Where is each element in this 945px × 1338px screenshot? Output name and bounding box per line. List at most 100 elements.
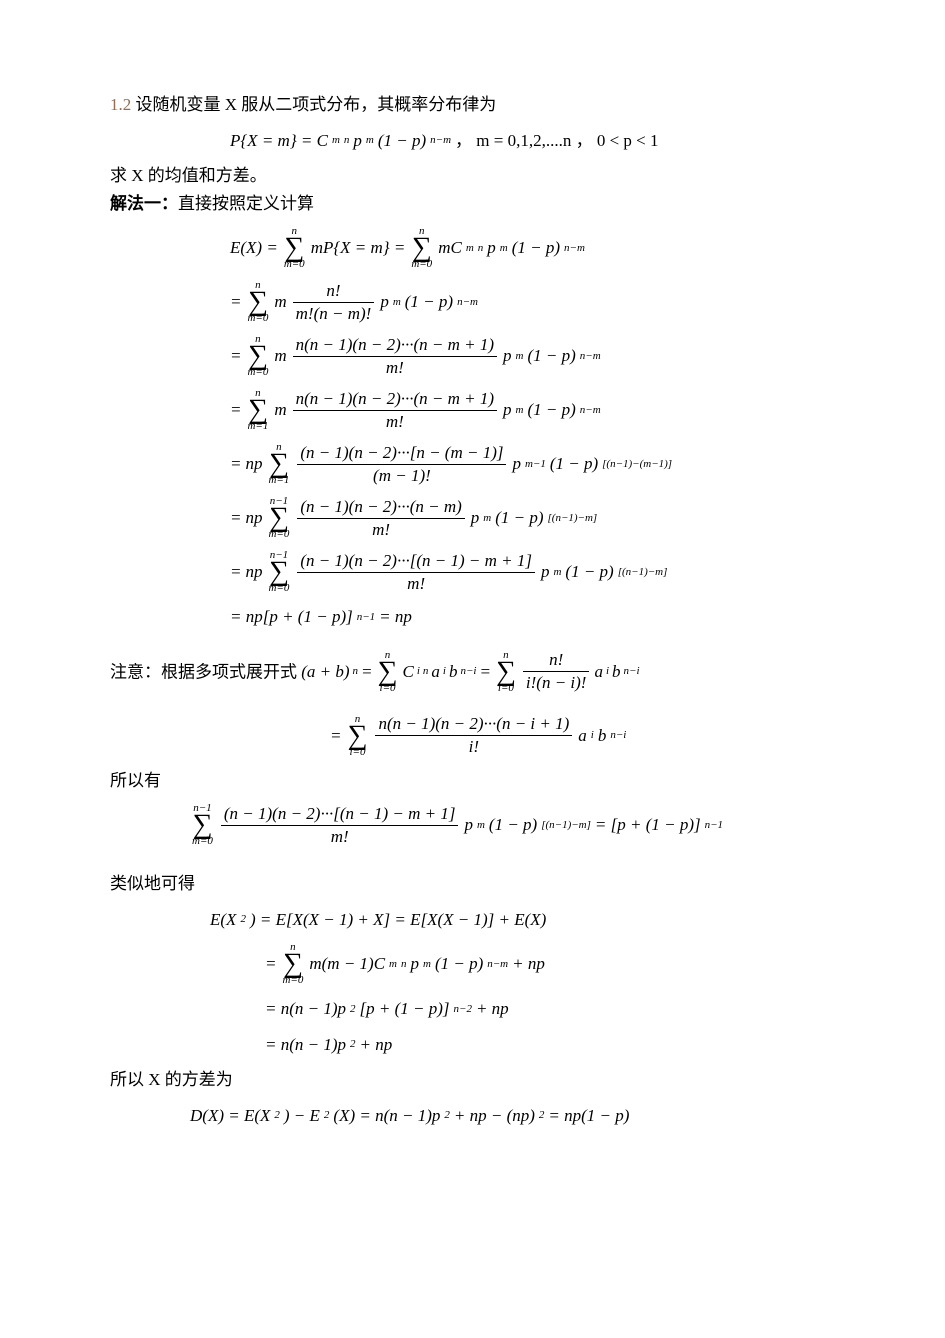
sup: n [353,663,359,680]
sup: m [483,510,491,527]
sup: i [606,663,609,680]
omp: (1 − p) [527,397,575,423]
p: p [512,451,521,477]
ex2-l4: = n(n − 1)p [265,1032,346,1058]
sigma-bot: m=0 [247,367,268,378]
sup: n−m [457,294,478,311]
p: p [380,289,389,315]
ask-line: 求 X 的均值和方差。 [110,163,835,189]
ex-line8: = np[p + (1 − p)]n−1 = np [110,604,835,630]
method1-text: 直接按照定义计算 [178,194,314,213]
sigma-icon: n ∑ i=0 [378,650,398,694]
sigma-bot: m=0 [268,583,289,594]
sigma-bot: m=0 [284,259,305,270]
sigma-icon: n ∑ m=0 [282,942,303,986]
note-formula-inline: (a + b)n = n ∑ i=0 Cin ai bn−i = n ∑ i=0… [301,650,639,694]
pf-tail: ， m = 0,1,2,....n ， 0 < p < 1 [455,128,659,154]
a: a [431,659,440,685]
sigma-bot: m=0 [411,259,432,270]
ex2-lhs: E(X [210,907,236,933]
np: np [245,559,262,585]
ex-line1: E(X) = n ∑ m=0 mP{X = m} = n ∑ m=0 mCmn … [110,226,835,270]
pf-sup1: m [332,132,340,149]
variance-formula: D(X) = E(X2 ) − E2 (X) = n(n − 1)p2 + np… [110,1103,835,1129]
sigma-bot: m=1 [268,475,289,486]
sigma-bot: i=0 [498,683,514,694]
eq: = [265,951,276,977]
ex2-line4: = n(n − 1)p2 + np [110,1032,835,1058]
ex-line6: = np n−1 ∑ m=0 (n − 1)(n − 2)···(n − m) … [110,496,835,540]
sup: m−1 [525,456,546,473]
fraction: n! m!(n − m)! [293,281,375,323]
frac-den: m! [383,358,407,378]
omp: (1 − p) [435,951,483,977]
sup: m [500,240,508,257]
fraction: n(n − 1)(n − 2)···(n − m + 1) m! [293,335,497,377]
sup: 2 [350,1001,356,1018]
sup: n−1 [357,609,375,626]
ex-line5: = np n ∑ m=1 (n − 1)(n − 2)···[n − (m − … [110,442,835,486]
omp: (1 − p) [527,343,575,369]
eq: = [330,723,341,749]
p: p [541,559,550,585]
variance-label: 所以 X 的方差为 [110,1067,835,1093]
frac-den: m!(n − m)! [293,304,375,324]
frac-den: i!(n − i)! [523,673,590,693]
ex2-l3: = n(n − 1)p [265,996,346,1022]
ex-line3: = n ∑ m=0 m n(n − 1)(n − 2)···(n − m + 1… [110,334,835,378]
pf-sup3: n−m [430,132,451,149]
ex-lhs: E(X) = [230,235,278,261]
similar-label: 类似地可得 [110,871,835,897]
sigma-bot: m=0 [282,975,303,986]
plus-np: + np [360,1032,393,1058]
sup: 2 [350,1036,356,1053]
plus-np: + np [476,996,509,1022]
fraction: n(n − 1)(n − 2)···(n − i + 1) i! [375,714,572,756]
frac-den: m! [369,520,393,540]
ex-mC: mC [438,235,462,261]
sup: i [591,727,594,744]
ex2-line2: = n ∑ m=0 m(m − 1)Cmn pm (1 − p)n−m + np [110,942,835,986]
var-a: D(X) = E(X [190,1103,270,1129]
frac-num: n(n − 1)(n − 2)···(n − m + 1) [293,389,497,409]
var-e: = np(1 − p) [548,1103,629,1129]
frac-num: n(n − 1)(n − 2)···(n − i + 1) [375,714,572,734]
sub: n [478,240,484,257]
section-number: 1.2 [110,95,131,114]
var-b: ) − E [284,1103,320,1129]
omp: (1 − p) [489,812,537,838]
fraction: n(n − 1)(n − 2)···(n − m + 1) m! [293,389,497,431]
pf-sub1: n [344,132,350,149]
ex-line7: = np n−1 ∑ m=0 (n − 1)(n − 2)···[(n − 1)… [110,550,835,594]
sigma-icon: n ∑ m=1 [268,442,289,486]
b: b [598,723,607,749]
method1-line: 解法一：直接按照定义计算 [110,191,835,217]
so-tail: = [p + (1 − p)] [595,812,701,838]
frac-num: (n − 1)(n − 2)···[n − (m − 1)] [297,443,506,463]
frac-num: n(n − 1)(n − 2)···(n − m + 1) [293,335,497,355]
method1-label: 解法一： [110,194,178,213]
sigma-bot: i=0 [380,683,396,694]
pf-lhs: P{X = m} = C [230,128,328,154]
note-line: 注意：根据多项式展开式 (a + b)n = n ∑ i=0 Cin ai bn… [110,640,835,704]
fraction: (n − 1)(n − 2)···[(n − 1) − m + 1] m! [221,804,459,846]
fraction: (n − 1)(n − 2)···[(n − 1) − m + 1] m! [297,551,535,593]
frac-num: n! [323,281,343,301]
frac-num: (n − 1)(n − 2)···(n − m) [297,497,464,517]
pf-sup2: m [366,132,374,149]
sigma-bot: m=1 [247,421,268,432]
sub: n [401,956,407,973]
note-label: 注意： [110,662,161,681]
m: m [274,289,286,315]
m: m [274,397,286,423]
ex2-rhs: ) = E[X(X − 1) + X] = E[X(X − 1)] + E(X) [250,907,546,933]
frac-num: (n − 1)(n − 2)···[(n − 1) − m + 1] [297,551,535,571]
p: p [411,951,420,977]
sup: [(n−1)−m] [541,817,591,834]
sigma-icon: n−1 ∑ m=0 [192,803,213,847]
ex2-l3b: [p + (1 − p)] [360,996,450,1022]
sigma-bot: m=0 [268,529,289,540]
sigma-icon: n−1 ∑ m=0 [268,550,289,594]
frac-num: (n − 1)(n − 2)···[(n − 1) − m + 1] [221,804,459,824]
omp: (1 − p) [550,451,598,477]
